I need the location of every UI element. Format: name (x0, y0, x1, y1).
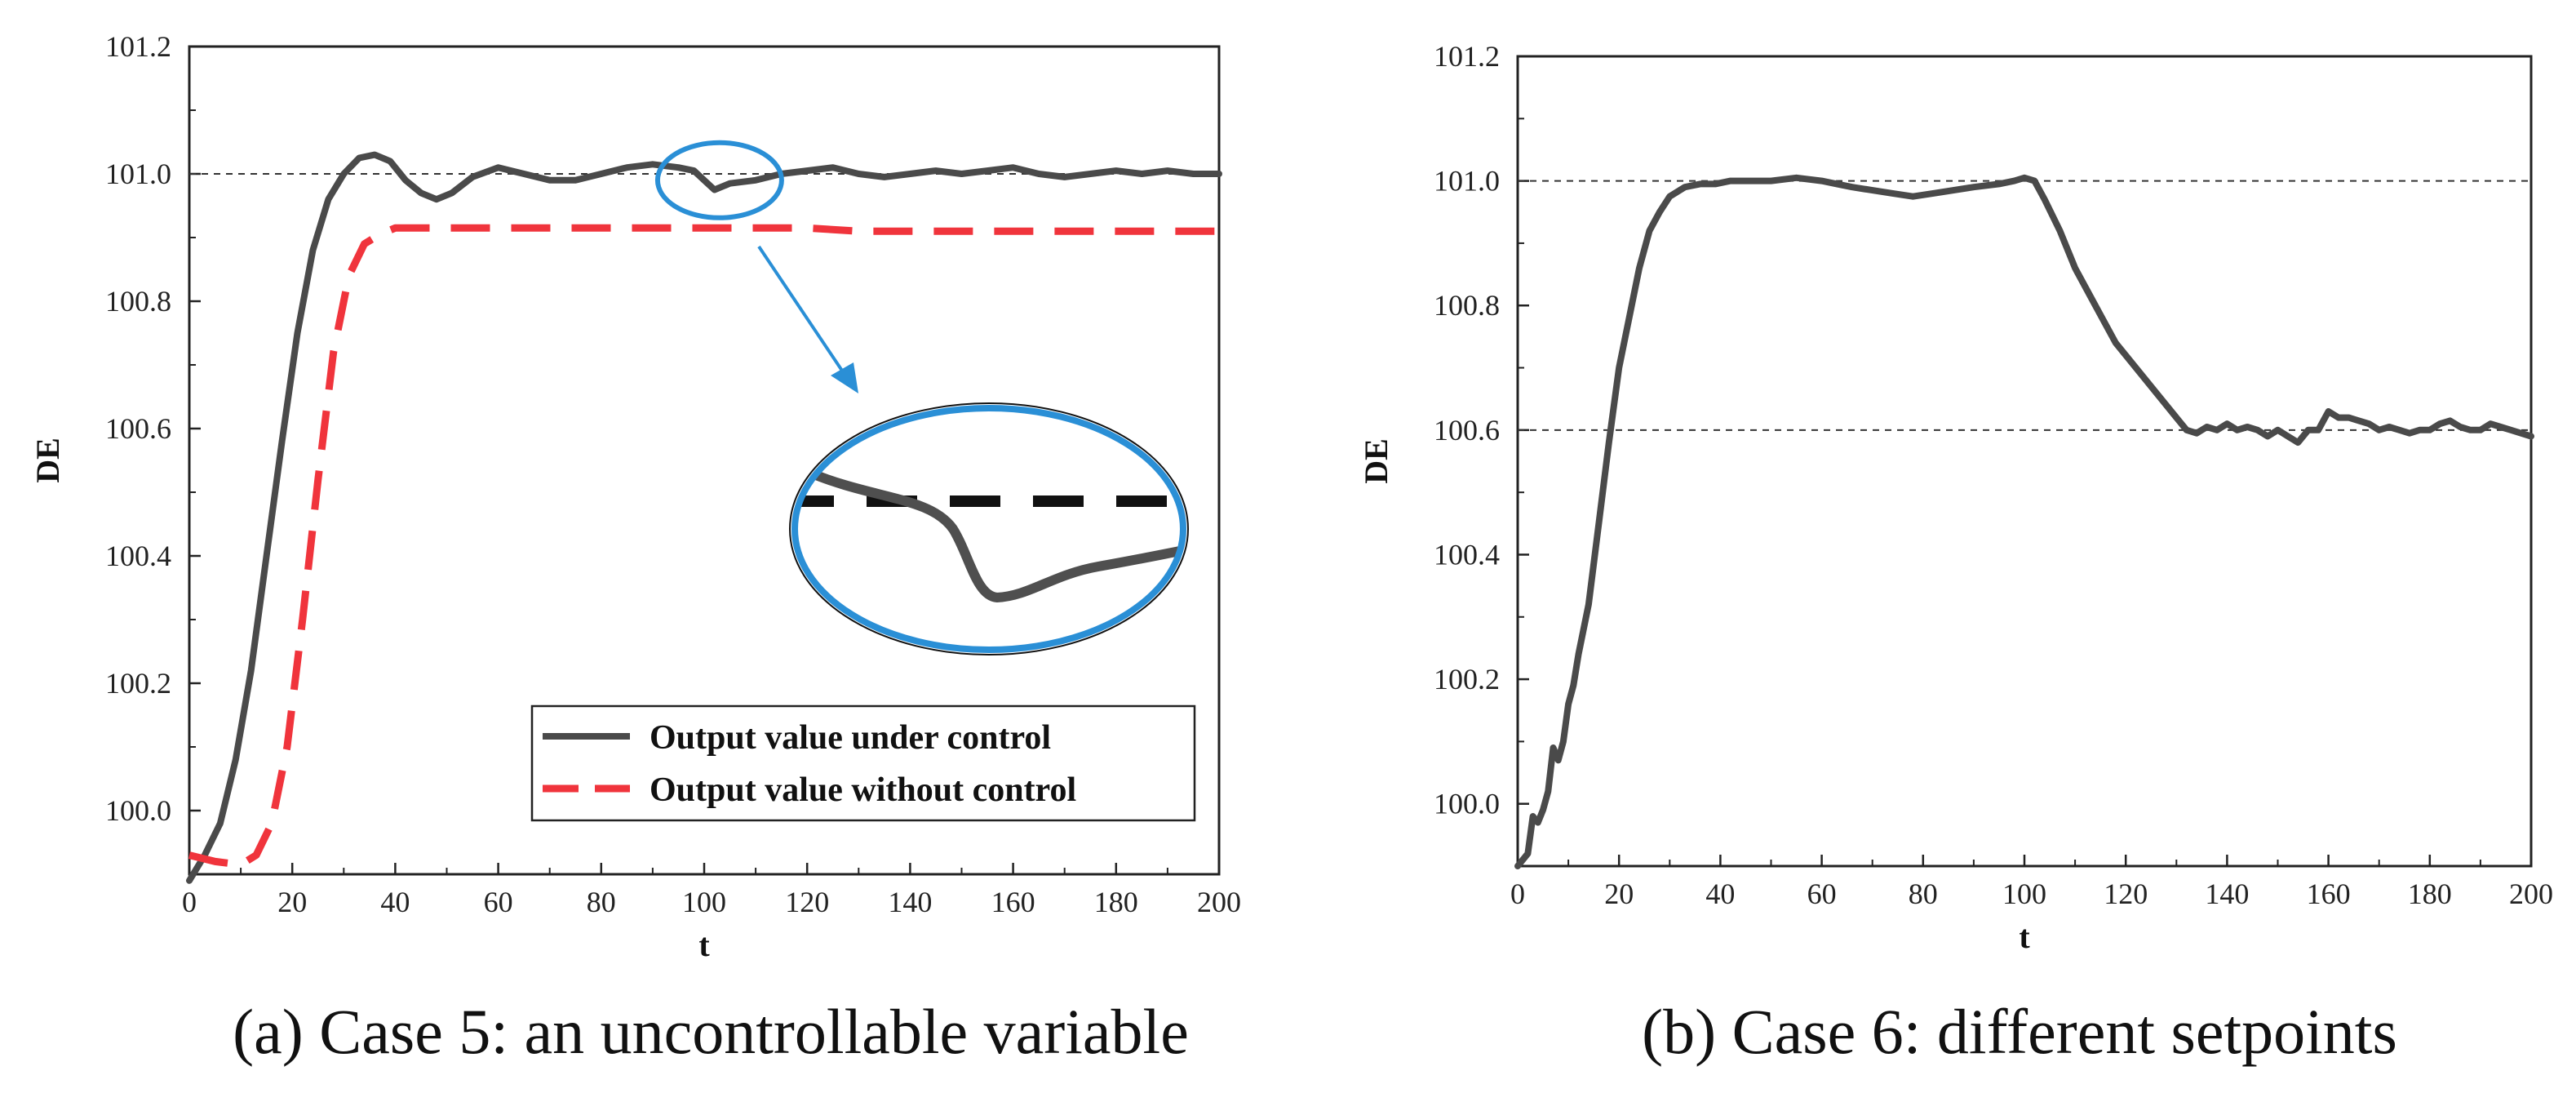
zoom-inset (789, 402, 1189, 655)
y-tick-label: 100.8 (105, 285, 171, 318)
x-tick-label: 160 (2307, 878, 2351, 910)
legend-box (530, 704, 1196, 822)
x-tick-label: 0 (182, 886, 197, 918)
inset-border (791, 405, 1186, 653)
caption-a: (a) Case 5: an uncontrollable variable (233, 996, 1189, 1067)
inset-background (795, 408, 1183, 650)
x-tick-label: 140 (888, 886, 932, 918)
legend-label-controlled: Output value under control (650, 719, 1051, 757)
x-tick-label: 180 (1094, 886, 1138, 918)
y-tick-label: 101.2 (1434, 40, 1500, 73)
y-tick-label: 100.4 (105, 540, 171, 572)
y-tick-label: 100.0 (105, 794, 171, 827)
x-tick-label: 100 (682, 886, 726, 918)
zoom-region-ellipse (654, 140, 784, 220)
y-tick-label: 100.6 (105, 412, 171, 445)
y-tick-label: 100.2 (105, 667, 171, 700)
series-line-under-control (1514, 174, 2534, 869)
zoom-arrow (757, 245, 850, 382)
y-axis-title: DE (1358, 438, 1394, 484)
x-tick-label: 120 (785, 886, 829, 918)
y-tick-label: 100.8 (1434, 289, 1500, 322)
y-tick-label: 101.0 (105, 158, 171, 190)
x-axis-title: t (698, 926, 710, 963)
x-tick-label: 120 (2104, 878, 2148, 910)
x-tick-label: 180 (2408, 878, 2452, 910)
legend: Output value under control Output value w… (530, 704, 1196, 822)
series-line-without-control (188, 224, 1219, 869)
y-axis-title: DE (29, 438, 66, 483)
x-tick-label: 80 (587, 886, 616, 918)
chart-b: 0 20 40 60 80 100 120 140 160 180 200 100.0 100.2 100… (1358, 40, 2553, 955)
y-tick-label: 101.2 (105, 30, 171, 63)
y-tick-label: 100.4 (1434, 538, 1500, 571)
x-tick-label: 20 (1604, 878, 1634, 910)
x-tick-label: 200 (1197, 886, 1241, 918)
inset-outer-ring (789, 402, 1189, 655)
x-tick-label: 140 (2205, 878, 2249, 910)
x-tick-label: 200 (2509, 878, 2553, 910)
x-tick-label: 40 (1705, 878, 1735, 910)
x-tick-label: 60 (484, 886, 513, 918)
y-tick-label: 100.2 (1434, 663, 1500, 695)
y-tick-label: 100.0 (1434, 788, 1500, 820)
x-tick-label: 0 (1510, 878, 1525, 910)
x-tick-label: 20 (277, 886, 307, 918)
y-tick-label: 101.0 (1434, 165, 1500, 198)
chart-a: 0 20 40 60 80 100 120 140 160 180 200 100.0 100.2 100… (29, 30, 1241, 963)
x-tick-label: 60 (1807, 878, 1837, 910)
x-tick-label: 40 (380, 886, 410, 918)
x-axis-title: t (2019, 918, 2030, 955)
caption-b: (b) Case 6: different setpoints (1642, 996, 2397, 1067)
legend-label-uncontrolled: Output value without control (650, 771, 1076, 809)
y-tick-label: 100.6 (1434, 414, 1500, 447)
x-tick-label: 100 (2002, 878, 2046, 910)
inset-series-line (803, 467, 1183, 603)
x-tick-label: 160 (991, 886, 1035, 918)
x-tick-label: 80 (1909, 878, 1938, 910)
zoom-arrowhead (831, 362, 858, 393)
series-line-under-control (186, 151, 1222, 884)
